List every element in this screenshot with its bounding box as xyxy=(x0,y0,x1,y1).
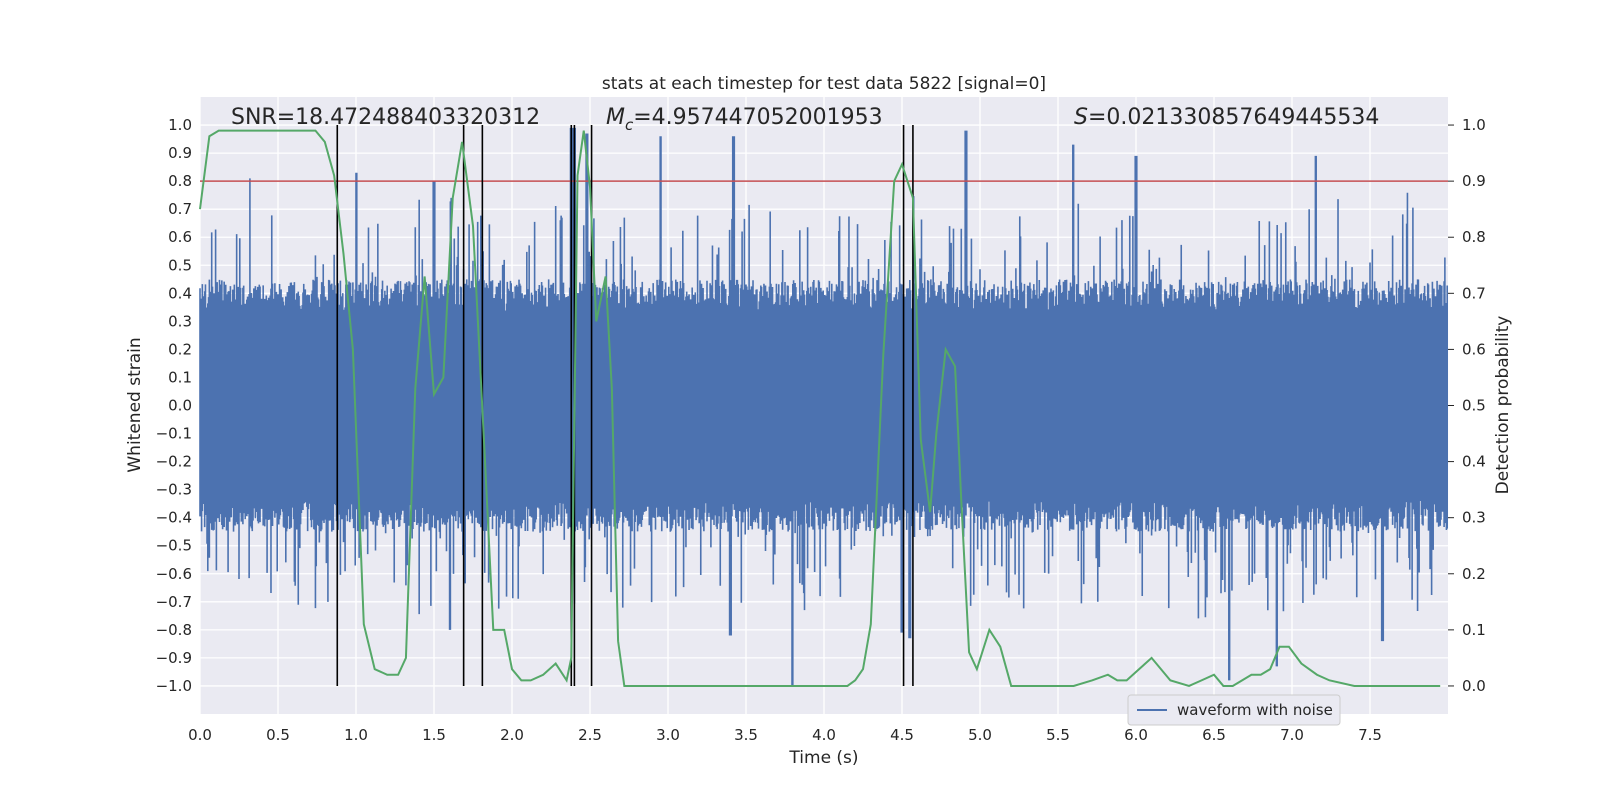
y-tick-label: −1.0 xyxy=(156,677,192,695)
x-tick-label: 4.5 xyxy=(890,726,914,744)
y2-tick-label: 0.2 xyxy=(1462,565,1486,583)
x-tick-label: 3.5 xyxy=(734,726,758,744)
legend-box xyxy=(1127,694,1341,726)
y-tick-label: 0.1 xyxy=(168,368,192,386)
y-tick-label: 0.9 xyxy=(168,144,192,162)
y2-ticks: 1.0 0.9 0.8 0.7 0.6 0.5 0.4 0.3 0.2 0.1 0.0 xyxy=(1448,116,1486,695)
legend-label-waveform: waveform with noise xyxy=(1177,701,1333,719)
y-tick-label: −0.3 xyxy=(156,481,192,499)
x-tick-label: 0.5 xyxy=(266,726,290,744)
s-symbol: S xyxy=(1074,105,1088,130)
y-tick-label: 0.2 xyxy=(168,340,192,358)
x-tick-label: 7.0 xyxy=(1280,726,1304,744)
y-tick-label: −0.5 xyxy=(156,537,192,555)
y-tick-label: −0.7 xyxy=(156,593,192,611)
s-value: =0.021330857649445534 xyxy=(1088,105,1379,130)
x-tick-label: 6.5 xyxy=(1202,726,1226,744)
y-tick-label: 1.0 xyxy=(168,116,192,134)
x-axis-label: Time (s) xyxy=(788,748,858,768)
y2-tick-label: 0.7 xyxy=(1462,284,1486,302)
snr-annotation: SNR=18.472488403320312 xyxy=(231,105,540,130)
y2-tick-label: 0.6 xyxy=(1462,340,1486,358)
y2-tick-label: 0.9 xyxy=(1462,172,1486,190)
x-tick-label: 1.5 xyxy=(422,726,446,744)
y-tick-label: 0.4 xyxy=(168,284,192,302)
x-tick-label: 0.0 xyxy=(188,726,212,744)
x-tick-label: 2.0 xyxy=(500,726,524,744)
x-tick-label: 5.0 xyxy=(968,726,992,744)
legend: waveform with noise xyxy=(1127,694,1341,726)
waveform-core xyxy=(200,349,1448,462)
x-tick-label: 7.5 xyxy=(1358,726,1382,744)
x-tick-label: 6.0 xyxy=(1124,726,1148,744)
y2-tick-label: 0.3 xyxy=(1462,509,1486,527)
s-annotation: S=0.021330857649445534 xyxy=(1074,105,1379,130)
y2-tick-label: 0.8 xyxy=(1462,228,1486,246)
y-ticks: 1.0 0.9 0.8 0.7 0.6 0.5 0.4 0.3 0.2 0.1 0.0 −0.1 −0.… xyxy=(156,116,192,695)
mc-annotation: Mc=4.957447052001953 xyxy=(606,105,883,134)
x-ticks: 0.0 0.5 1.0 1.5 2.0 2.5 3.0 3.5 4.0 4.5 5.0 5.5 6.0 6… xyxy=(188,726,1382,744)
detection-probability-line xyxy=(199,129,1441,688)
mc-subscript: c xyxy=(625,116,634,134)
x-tick-label: 5.5 xyxy=(1046,726,1070,744)
y-tick-label: −0.2 xyxy=(156,453,192,471)
y2-tick-label: 0.0 xyxy=(1462,677,1486,695)
y-tick-label: −0.9 xyxy=(156,649,192,667)
x-tick-label: 4.0 xyxy=(812,726,836,744)
y-tick-label: 0.8 xyxy=(168,172,192,190)
y-tick-label: −0.8 xyxy=(156,621,192,639)
chart-title: stats at each timestep for test data 582… xyxy=(602,74,1046,94)
y-tick-label: −0.1 xyxy=(156,425,192,443)
x-tick-label: 1.0 xyxy=(344,726,368,744)
y-tick-label: −0.6 xyxy=(156,565,192,583)
y-tick-label: 0.3 xyxy=(168,312,192,330)
y2-axis-label: Detection probability xyxy=(1493,316,1513,495)
y-tick-label: 0.0 xyxy=(168,397,192,415)
y2-tick-label: 0.5 xyxy=(1462,397,1486,415)
y-tick-label: 0.6 xyxy=(168,228,192,246)
x-tick-label: 2.5 xyxy=(578,726,602,744)
y2-tick-label: 1.0 xyxy=(1462,116,1486,134)
y-axis-label: Whitened strain xyxy=(125,337,145,472)
y-tick-label: 0.5 xyxy=(168,256,192,274)
mc-symbol: M xyxy=(606,105,625,130)
mc-value: =4.957447052001953 xyxy=(633,105,882,130)
y2-tick-label: 0.4 xyxy=(1462,453,1486,471)
waveform-series xyxy=(199,127,1449,686)
y2-tick-label: 0.1 xyxy=(1462,621,1486,639)
y-tick-label: 0.7 xyxy=(168,200,192,218)
x-tick-label: 3.0 xyxy=(656,726,680,744)
y-tick-label: −0.4 xyxy=(156,509,192,527)
